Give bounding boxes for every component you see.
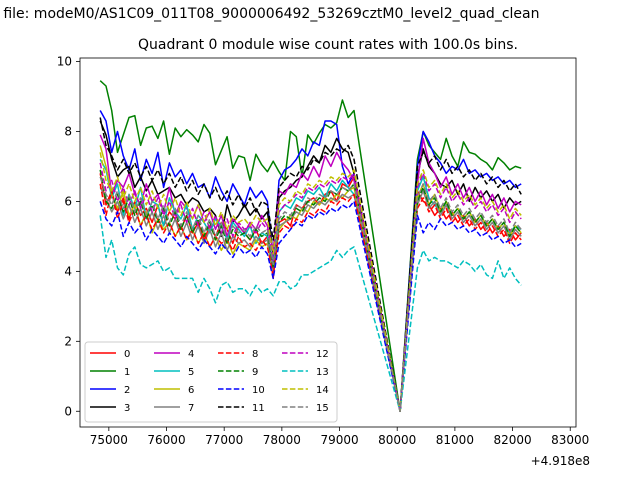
x-tick-label: 81000 [436,433,474,447]
series-line-11 [99,117,522,413]
y-tick-label: 6 [64,194,72,208]
x-offset-label: +4.918e8 [531,454,590,468]
y-tick-label: 4 [64,264,72,278]
legend-label-4: 4 [188,349,194,360]
series-line-13 [99,215,522,413]
x-tick-label: 78000 [263,433,301,447]
axes-frame [79,57,577,428]
x-tick-label: 83000 [551,433,589,447]
series-line-4 [99,134,522,413]
legend-label-8: 8 [252,349,258,360]
series-line-1 [99,80,522,413]
legend-label-11: 11 [252,403,265,414]
legend-label-0: 0 [124,349,130,360]
series-line-14 [99,152,522,413]
legend-label-1: 1 [124,367,130,378]
series-line-10 [99,200,522,413]
legend-label-12: 12 [316,349,329,360]
legend-box [84,341,338,423]
x-tick-label: 82000 [493,433,531,447]
y-tick-label: 0 [64,404,72,418]
series-line-8 [99,183,522,413]
plot-area: 75000 76000 77000 78000 79000 80000 81000 82000… [57,54,590,447]
x-tick-label: 75000 [90,433,128,447]
legend-label-2: 2 [124,385,130,396]
legend-label-15: 15 [316,403,329,414]
series-line-3 [99,120,522,413]
y-tick-label: 2 [64,334,72,348]
y-tick-label: 10 [57,54,72,68]
x-tick-label: 80000 [378,433,416,447]
x-tick-label: 76000 [147,433,185,447]
figure-suptitle: n file: modeM0/AS1C09_011T08_9000006492_… [0,6,539,22]
y-tick-label: 8 [64,124,72,138]
x-tick-label: 79000 [320,433,358,447]
legend-label-10: 10 [252,385,265,396]
legend-label-9: 9 [252,367,258,378]
x-tick-label: 77000 [205,433,243,447]
series-line-2 [99,110,522,413]
legend-label-3: 3 [124,403,130,414]
legend-label-5: 5 [188,367,194,378]
chart-title: Quadrant 0 module wise count rates with … [138,37,518,53]
series-lines [99,80,522,413]
legend-label-7: 7 [188,403,194,414]
series-line-15 [99,176,522,413]
legend-label-6: 6 [188,385,194,396]
legend-label-14: 14 [316,385,329,396]
series-line-9 [99,169,522,413]
series-line-7 [99,187,522,413]
legend-label-13: 13 [316,367,329,378]
